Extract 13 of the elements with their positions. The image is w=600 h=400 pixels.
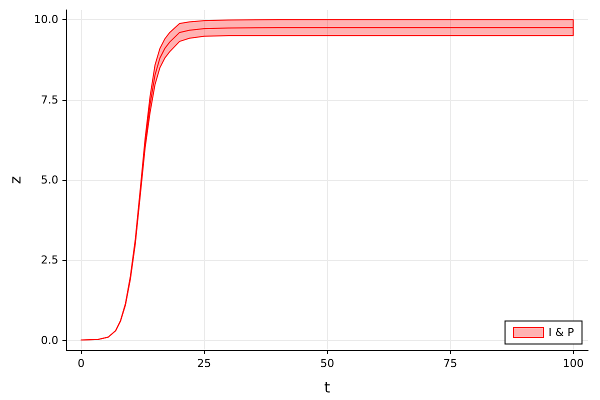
y-tick-label: 7.5 bbox=[40, 93, 58, 106]
x-tick-label: 50 bbox=[320, 357, 334, 370]
x-tick-label: 0 bbox=[78, 357, 85, 370]
y-tick-label: 0.0 bbox=[40, 334, 58, 347]
y-axis-title: z bbox=[6, 176, 24, 184]
y-tick-label: 2.5 bbox=[40, 254, 58, 267]
legend-label: I & P bbox=[548, 326, 574, 339]
x-tick-label: 75 bbox=[443, 357, 458, 370]
y-tick-label: 5.0 bbox=[40, 174, 58, 186]
x-axis-title: t bbox=[324, 378, 330, 396]
x-tick-label: 25 bbox=[197, 357, 212, 370]
y-tick-label: 10.0 bbox=[34, 13, 58, 26]
x-tick-label: 100 bbox=[562, 357, 584, 370]
